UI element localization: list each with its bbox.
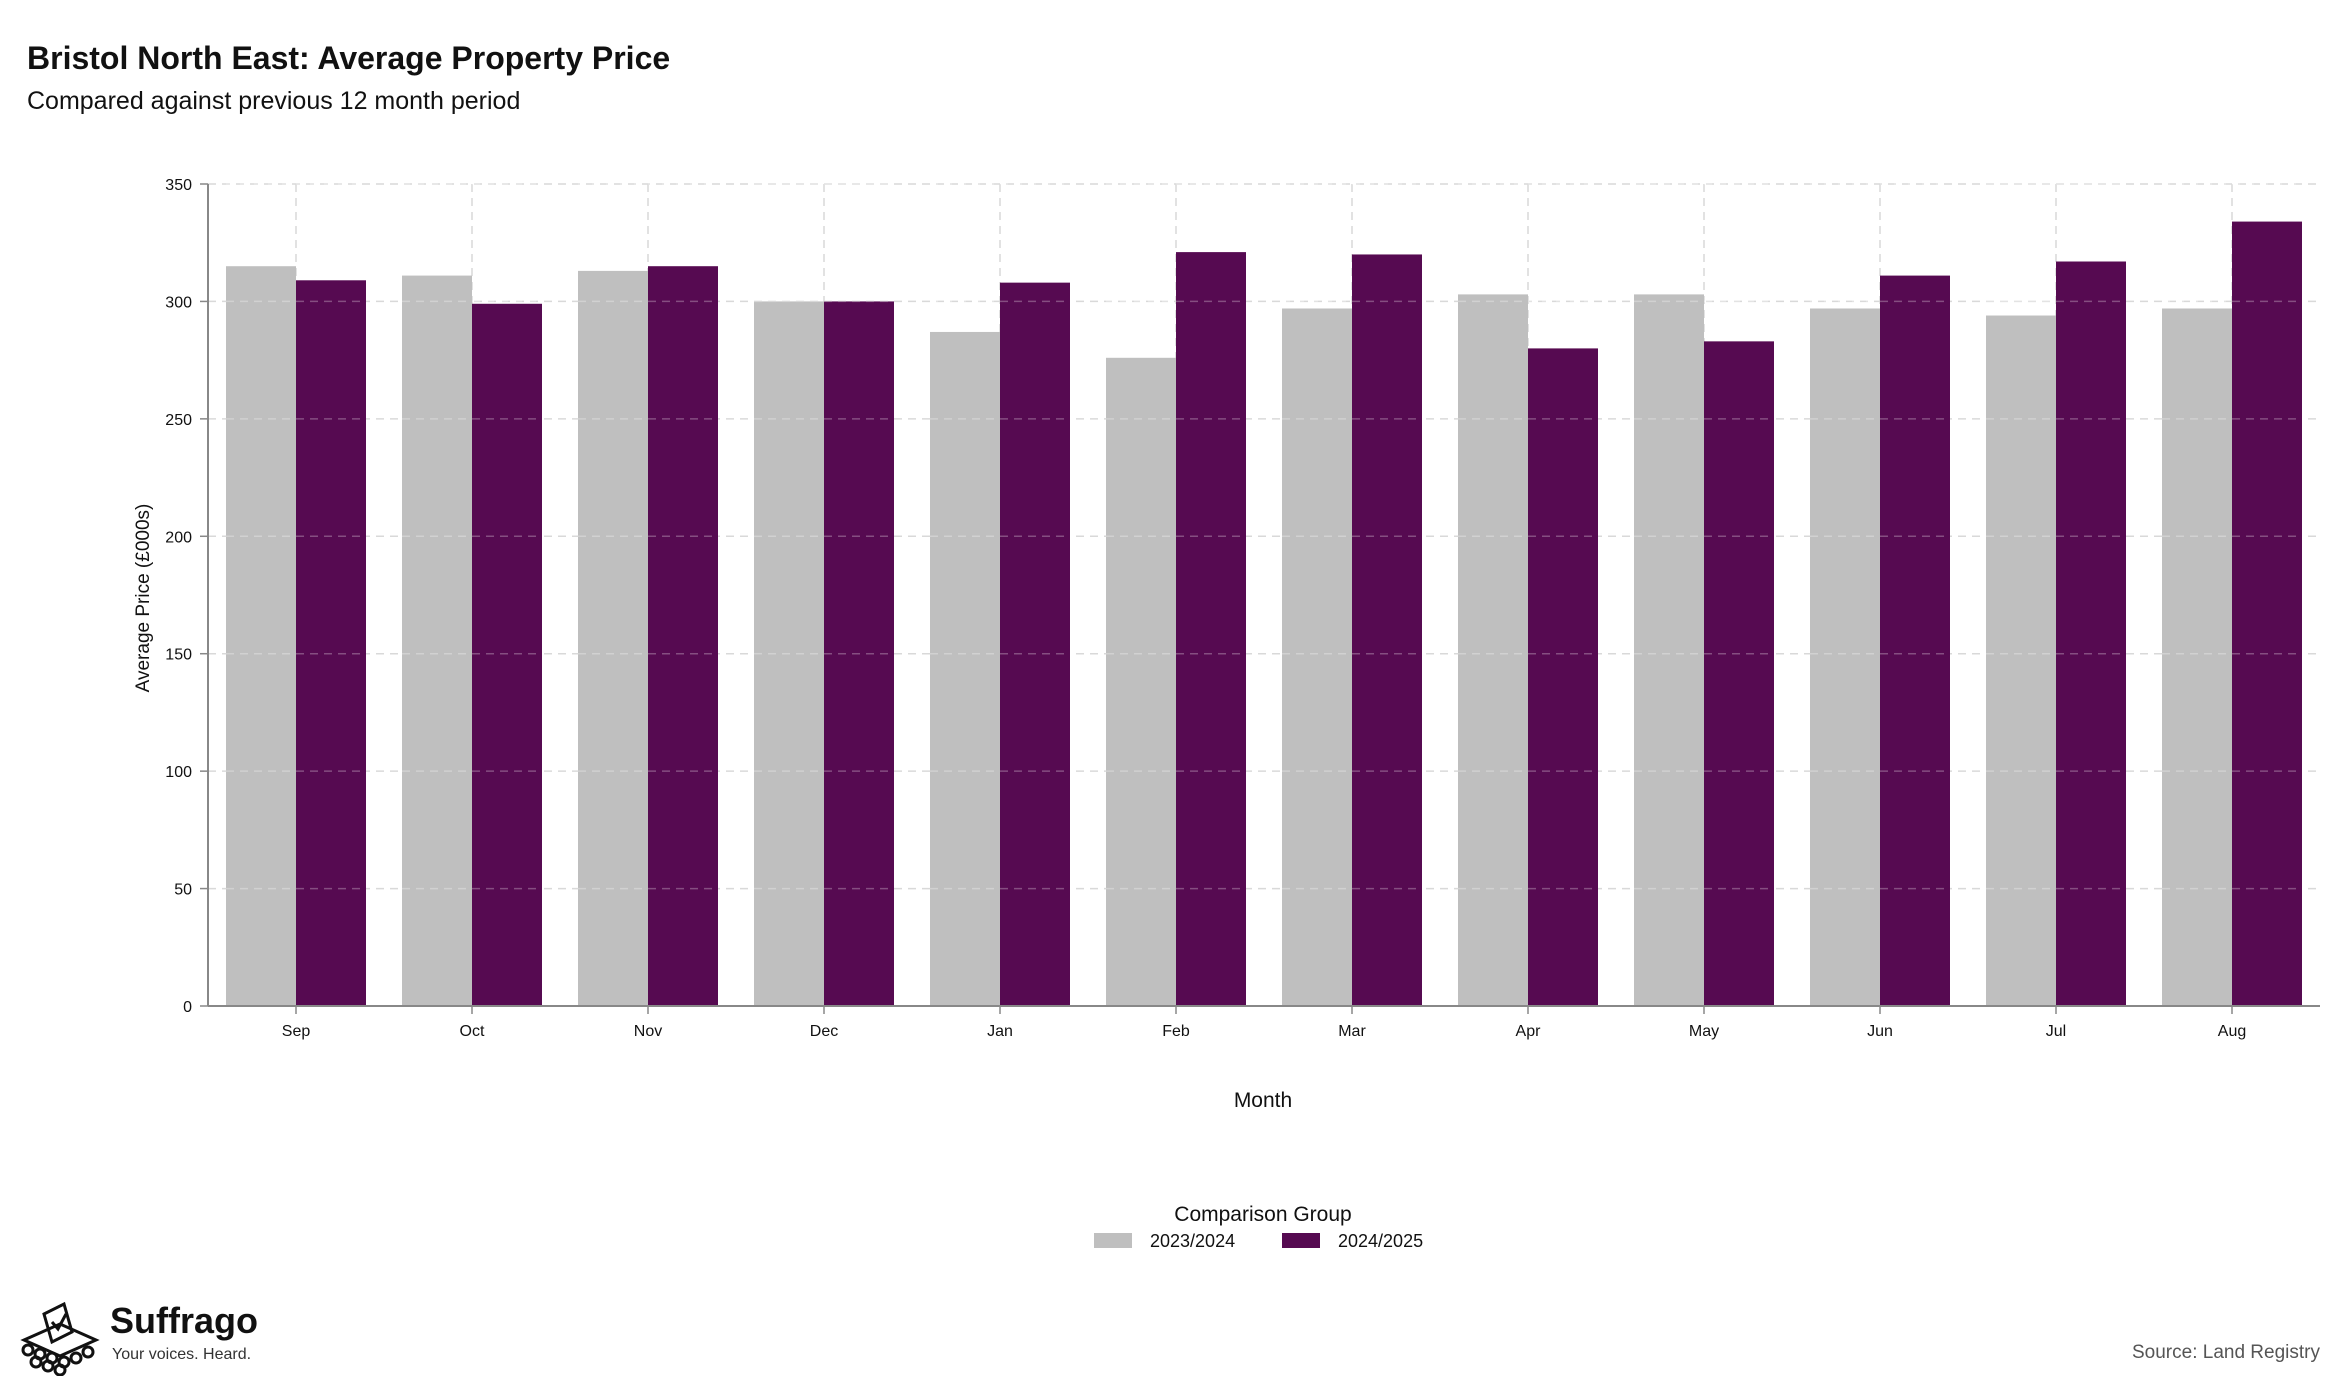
bar-2023-2024-may [1634,294,1704,1007]
bar-2023-2024-jan [930,331,1000,1007]
y-tick-label: 0 [183,999,192,1016]
y-tick-label: 250 [165,412,192,429]
bar-2024-2025-may [1704,341,1774,1007]
chart-title: Bristol North East: Average Property Pri… [27,40,671,76]
y-tick-label: 200 [165,529,192,546]
bar-2023-2024-mar [1282,308,1352,1007]
bar-2023-2024-apr [1458,294,1528,1007]
y-tick-label: 100 [165,764,192,781]
bar-2023-2024-dec [754,301,824,1006]
bar-2024-2025-sep [296,280,366,1006]
ballot-box-icon [20,1301,100,1376]
x-tick-label: Jun [1867,1023,1893,1040]
brand-logo: Suffrago Your voices. Heard. [14,1296,274,1376]
y-tick-label: 350 [165,177,192,194]
x-tick-label: Apr [1516,1023,1542,1040]
y-tick-label: 150 [165,647,192,664]
x-tick-label: Dec [810,1023,838,1040]
x-tick-label: Aug [2218,1023,2246,1040]
x-tick-label: Mar [1338,1023,1366,1040]
legend: Comparison Group 2023/2024 2024/2025 [1094,1203,1423,1251]
brand-name: Suffrago [110,1300,258,1341]
brand-tagline: Your voices. Heard. [112,1346,252,1363]
bar-2023-2024-jun [1810,308,1880,1007]
bar-2023-2024-aug [2162,308,2232,1007]
x-tick-label: Feb [1162,1023,1190,1040]
bar-2024-2025-oct [472,303,542,1007]
bar-2023-2024-oct [402,275,472,1006]
bar-2024-2025-feb [1176,252,1246,1006]
y-tick-label: 50 [174,882,192,899]
bar-2024-2025-apr [1528,348,1598,1006]
axes: 0 50 100 150 200 250 300 350 Sep Oct Nov Dec Jan Feb M… [165,177,2320,1040]
chart-subtitle: Compared against previous 12 month perio… [27,87,521,115]
bar-2024-2025-aug [2232,221,2302,1006]
legend-title: Comparison Group [1174,1203,1351,1226]
legend-label-2023-2024: 2023/2024 [1150,1231,1235,1251]
x-tick-label: Sep [282,1023,311,1040]
bar-2024-2025-nov [648,266,718,1006]
x-tick-label: May [1689,1023,1719,1040]
x-axis-title: Month [1234,1089,1292,1112]
bar-2024-2025-dec [824,301,894,1006]
bar-2024-2025-mar [1352,254,1422,1006]
bar-2024-2025-jun [1880,275,1950,1006]
bar-2023-2024-nov [578,270,648,1006]
bars [226,183,2302,1007]
bar-2024-2025-jan [1000,282,1070,1006]
bar-2023-2024-sep [226,266,296,1006]
x-tick-label: Jul [2046,1023,2066,1040]
legend-label-2024-2025: 2024/2025 [1338,1231,1423,1251]
legend-swatch-2024-2025 [1282,1233,1320,1248]
bar-2023-2024-jul [1986,315,2056,1006]
y-axis-title: Average Price (£000s) [133,504,154,693]
source-note: Source: Land Registry [2132,1342,2320,1363]
x-tick-label: Jan [987,1023,1013,1040]
legend-swatch-2023-2024 [1094,1233,1132,1248]
x-tick-label: Oct [460,1023,485,1040]
bar-2023-2024-feb [1106,357,1176,1006]
y-tick-label: 300 [165,294,192,311]
bar-2024-2025-jul [2056,261,2126,1006]
x-tick-label: Nov [634,1023,662,1040]
